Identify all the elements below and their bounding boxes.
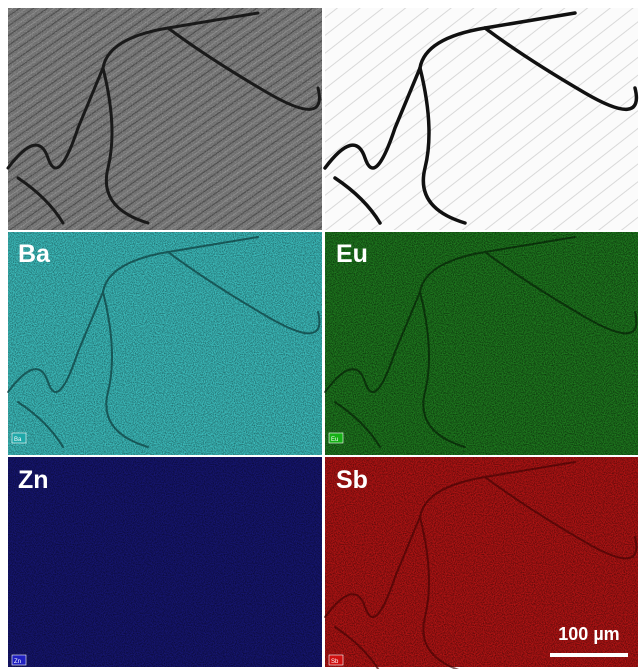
ba-map xyxy=(8,232,322,455)
panel-label: Eu xyxy=(336,240,368,268)
tag-text: Zn xyxy=(14,659,21,665)
element-tag: Sb xyxy=(329,655,343,665)
binary-image xyxy=(325,8,638,230)
tag-text: Eu xyxy=(331,437,338,443)
zn-map xyxy=(8,457,322,667)
sem-image xyxy=(8,8,322,230)
eu-map xyxy=(325,232,638,455)
tag-text: Ba xyxy=(14,437,22,443)
panel-label: Ba xyxy=(18,240,51,268)
tag-text: Sb xyxy=(331,659,339,665)
element-tag: Zn xyxy=(12,655,26,665)
element-tag: Eu xyxy=(329,433,343,443)
element-tag: Ba xyxy=(12,433,26,443)
figure: Ba Eu Zn Sb Ba Eu Zn Sb 100 µm xyxy=(0,0,640,669)
panel-label: Sb xyxy=(336,466,368,494)
panel-label: Zn xyxy=(18,466,49,494)
scale-bar-label: 100 µm xyxy=(558,624,619,644)
